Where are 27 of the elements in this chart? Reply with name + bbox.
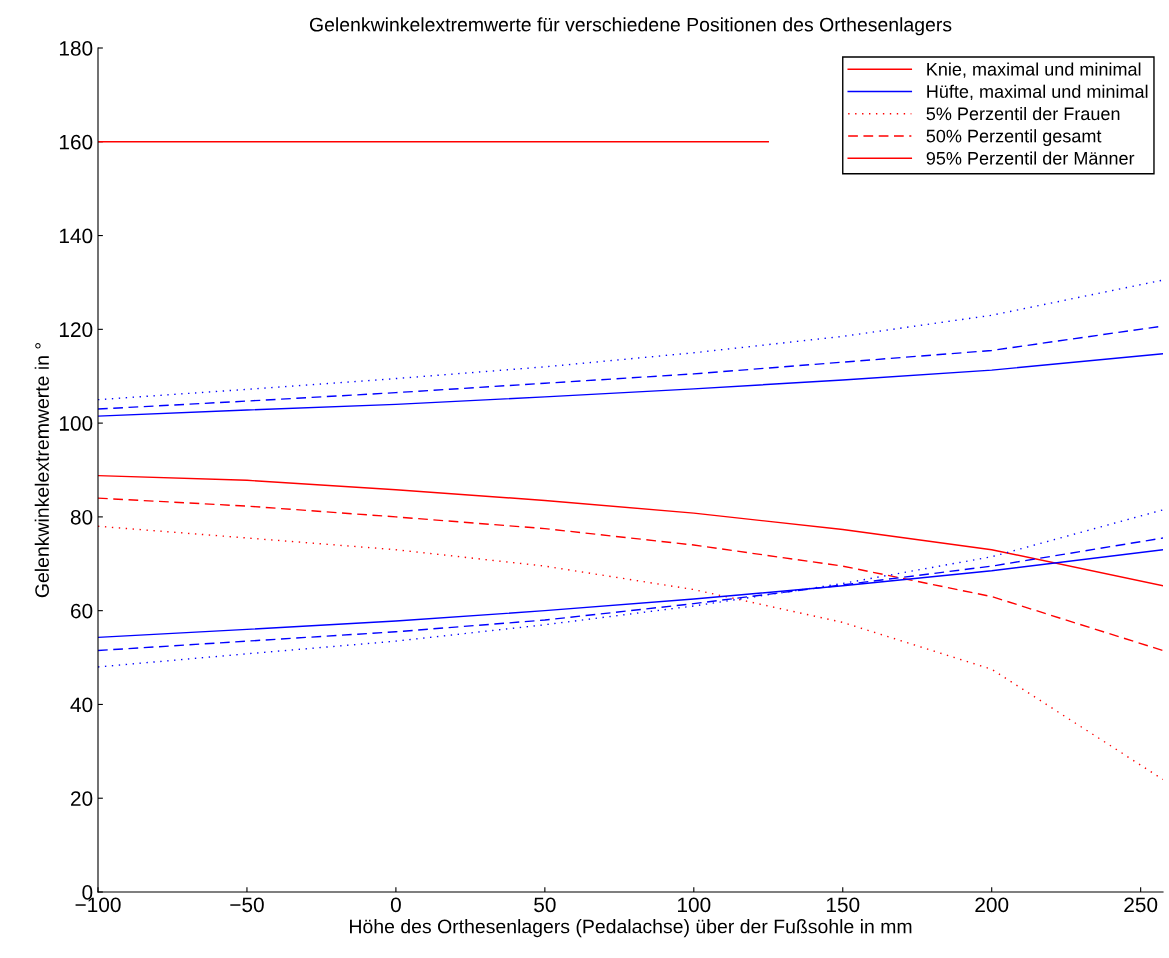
y-tick-label: 60 — [71, 603, 93, 619]
legend-label: 50% Perzentil gesamt — [926, 129, 1102, 147]
y-tick-label: 140 — [59, 228, 93, 244]
line-series — [98, 474, 1163, 587]
chart-title: Gelenkwinkelextremwerte für verschiedene Positionen des Orthesenlagers — [309, 17, 952, 36]
x-tick-label: −50 — [230, 897, 264, 913]
x-tick-label: 50 — [534, 897, 556, 913]
y-tick-label: 180 — [59, 41, 93, 56]
x-tick-label: 200 — [975, 897, 1009, 913]
legend-label: Hüfte, maximal und minimal — [927, 84, 1148, 101]
y-axis-title: Gelenkwinkelextremwerte in ° — [34, 343, 49, 598]
line-series — [98, 353, 1163, 417]
y-tick-label: 160 — [59, 134, 93, 150]
y-tick-label: 20 — [71, 791, 93, 806]
y-tick-label: 80 — [70, 509, 93, 525]
line-series — [98, 497, 1163, 652]
legend-label: 95% Perzentil der Männer — [926, 151, 1135, 165]
x-tick-label: 250 — [1124, 897, 1158, 913]
y-tick-label: 120 — [59, 322, 93, 338]
legend-label: Knie, maximal und minimal — [927, 62, 1141, 78]
x-tick-label: 100 — [678, 897, 711, 913]
y-tick-label: 100 — [59, 416, 93, 431]
x-tick-label: 0 — [390, 897, 401, 913]
x-axis-title: Höhe des Orthesenlagers (Pedalachse) über der Fußsohle in mm — [350, 919, 912, 938]
y-tick-label: 40 — [70, 697, 93, 713]
x-tick-label: 150 — [826, 897, 860, 913]
legend-label: 5% Perzentil der Frauen — [926, 106, 1120, 121]
